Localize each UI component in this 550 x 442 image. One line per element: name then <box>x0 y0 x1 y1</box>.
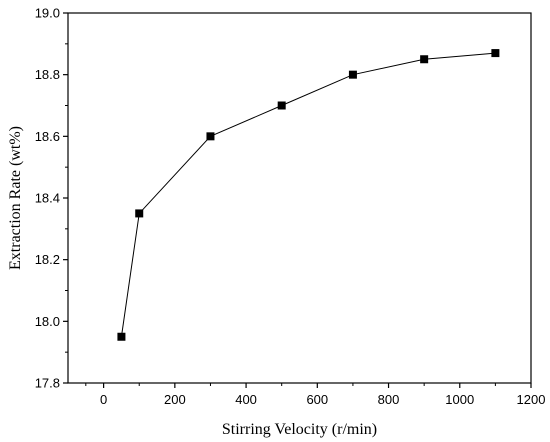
series-points <box>117 49 500 341</box>
x-tick-label: 1200 <box>517 392 546 407</box>
x-tick-label: 400 <box>235 392 257 407</box>
plot-border <box>67 12 532 384</box>
y-axis-title: Extraction Rate (wt%) <box>7 126 24 270</box>
data-point <box>206 132 215 141</box>
x-axis: 0 200 400 600 800 1000 1200 <box>85 383 546 407</box>
data-point <box>491 49 500 58</box>
data-point <box>348 70 357 79</box>
series-line <box>120 52 496 337</box>
x-axis-title: Stirring Velocity (r/min) <box>222 421 377 438</box>
y-tick-label: 18.6 <box>35 129 60 144</box>
series-polyline <box>120 52 496 337</box>
x-tick-label: 600 <box>306 392 328 407</box>
x-tick-label: 0 <box>100 392 107 407</box>
data-point <box>277 101 286 110</box>
x-tick-label: 200 <box>164 392 186 407</box>
y-tick-label: 18.4 <box>35 191 60 206</box>
y-tick-label: 19.0 <box>35 6 60 21</box>
data-point <box>420 55 429 64</box>
y-tick-label: 18.2 <box>35 252 60 267</box>
y-tick-label: 18.8 <box>35 67 60 82</box>
x-tick-label: 1000 <box>445 392 474 407</box>
data-point <box>117 332 126 341</box>
y-axis: 17.8 18.0 18.2 18.4 18.6 18.8 19.0 <box>35 6 68 391</box>
x-tick-label: 800 <box>378 392 400 407</box>
data-point <box>135 209 144 218</box>
plot-frame <box>67 12 532 384</box>
y-tick-label: 17.8 <box>35 376 60 391</box>
y-tick-label: 18.0 <box>35 314 60 329</box>
